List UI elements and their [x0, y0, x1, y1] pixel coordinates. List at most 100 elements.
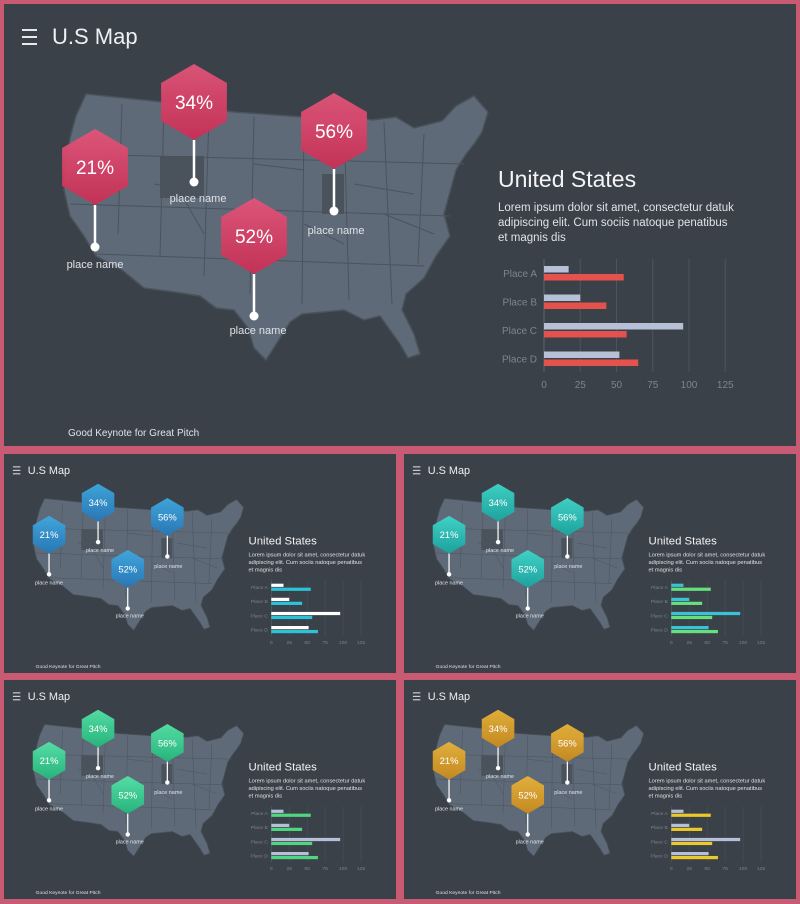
bar-series-a	[544, 294, 581, 301]
map-marker[interactable]: 52% place name	[111, 550, 145, 619]
map-marker[interactable]: 34% place name	[481, 483, 515, 554]
pin-dot	[46, 572, 52, 577]
menu-icon[interactable]	[22, 29, 37, 45]
map-marker[interactable]: 52% place name	[511, 550, 545, 619]
x-tick-label: 75	[647, 380, 659, 391]
map-marker[interactable]: 34% place name	[81, 709, 115, 780]
marker-label: place name	[35, 581, 63, 587]
map-marker[interactable]: 56% place name	[551, 724, 584, 796]
pin-dot	[90, 242, 100, 252]
description-line: et magnis dis	[498, 232, 566, 244]
slide-variant-gold[interactable]: U.S Map 21% place name 34% place name 56% plac…	[404, 680, 796, 899]
marker-value: 21%	[40, 755, 59, 766]
marker-value: 34%	[489, 497, 508, 508]
x-tick-label: 25	[286, 866, 292, 872]
menu-icon[interactable]	[412, 692, 421, 701]
marker-label: place name	[516, 839, 544, 845]
map-marker[interactable]: 52% place name	[511, 776, 545, 845]
description-line: adipiscing elit. Cum sociis natoque pena…	[649, 786, 763, 792]
map-marker[interactable]: 34% place name	[161, 64, 227, 205]
x-tick-label: 125	[357, 866, 365, 872]
bar-series-b	[671, 587, 711, 591]
slide-main[interactable]: U.S Map 21% place name 34% place name 56% plac…	[4, 4, 796, 446]
pin-dot	[329, 206, 339, 216]
marker-value: 56%	[315, 122, 353, 143]
hexagon-badge	[111, 776, 145, 814]
x-tick-label: 100	[739, 866, 747, 872]
map-marker[interactable]: 21% place name	[62, 129, 128, 271]
description-line: Lorem ipsum dolor sit amet, consectetur …	[249, 552, 366, 558]
hexagon-badge	[432, 515, 466, 554]
x-tick-label: 0	[670, 866, 673, 872]
slide-variant-teal[interactable]: U.S Map 21% place name 34% place name 56% plac…	[404, 454, 796, 673]
bar-series-b	[544, 274, 624, 281]
marker-label: place name	[486, 774, 514, 780]
description-line: adipiscing elit. Cum sociis natoque pena…	[498, 217, 728, 229]
map-marker[interactable]: 56% place name	[551, 498, 584, 570]
x-tick-label: 0	[270, 866, 273, 872]
menu-icon[interactable]	[12, 466, 21, 475]
pin-dot	[249, 311, 259, 321]
marker-value: 34%	[89, 723, 108, 734]
map-marker[interactable]: 21% place name	[432, 515, 466, 587]
slide-footer: Good Keynote for Great Pitch	[36, 664, 101, 670]
category-label: Place A	[251, 585, 268, 591]
map-marker[interactable]: 34% place name	[481, 709, 515, 780]
map-marker[interactable]: 21% place name	[32, 515, 66, 587]
bar-series-a	[544, 351, 620, 358]
marker-label: place name	[86, 774, 114, 780]
hexagon-badge	[481, 483, 515, 522]
x-tick-label: 125	[357, 640, 365, 646]
bar-series-b	[271, 813, 311, 817]
hexagon-badge	[551, 724, 584, 762]
category-label: Place D	[251, 853, 269, 859]
slide-footer: Good Keynote for Great Pitch	[436, 890, 501, 896]
slide-variant-green[interactable]: U.S Map 21% place name 34% place name 56% plac…	[4, 680, 396, 899]
map-marker[interactable]: 21% place name	[432, 741, 466, 813]
map-marker[interactable]: 52% place name	[221, 198, 287, 337]
description-line: et magnis dis	[649, 793, 683, 799]
map-marker[interactable]: 56% place name	[301, 93, 367, 237]
map-marker[interactable]: 56% place name	[151, 724, 184, 796]
hexagon-badge	[511, 776, 545, 814]
map-marker[interactable]: 52% place name	[111, 776, 145, 845]
category-label: Place B	[651, 599, 669, 605]
slide-canvas: U.S Map 21% place name 34% place name 56% plac…	[412, 465, 765, 670]
bar-series-b	[671, 827, 703, 831]
hexagon-badge	[481, 709, 515, 748]
category-label: Place B	[651, 825, 669, 831]
bar-series-a	[271, 597, 290, 602]
marker-label: place name	[67, 259, 124, 271]
pin-dot	[525, 606, 530, 611]
category-label: Place D	[651, 627, 669, 633]
description-line: adipiscing elit. Cum sociis natoque pena…	[249, 786, 363, 792]
section-heading: United States	[649, 536, 718, 548]
pin-dot	[165, 554, 170, 559]
x-tick-label: 100	[339, 866, 347, 872]
bar-series-b	[671, 629, 718, 634]
category-label: Place D	[251, 627, 269, 633]
slide-variant-blue[interactable]: U.S Map 21% place name 34% place name 56% plac…	[4, 454, 396, 673]
category-label: Place A	[651, 585, 668, 591]
pin-dot	[525, 832, 530, 837]
menu-icon[interactable]	[12, 692, 21, 701]
x-tick-label: 75	[322, 866, 328, 872]
pin-dot	[165, 780, 170, 785]
menu-icon[interactable]	[412, 466, 421, 475]
bar-series-a	[671, 852, 709, 856]
bar-series-a	[271, 837, 341, 842]
description-line: Lorem ipsum dolor sit amet, consectetur …	[649, 778, 766, 784]
bar-series-a	[271, 823, 290, 828]
bar-series-a	[671, 823, 690, 828]
bar-series-b	[271, 587, 311, 591]
map-marker[interactable]: 21% place name	[32, 741, 66, 813]
x-tick-label: 50	[611, 380, 623, 391]
x-tick-label: 0	[670, 640, 673, 646]
hexagon-badge	[32, 515, 66, 554]
x-tick-label: 25	[686, 866, 692, 872]
map-marker[interactable]: 56% place name	[151, 498, 184, 570]
category-label: Place C	[251, 613, 269, 619]
marker-label: place name	[554, 564, 582, 570]
map-marker[interactable]: 34% place name	[81, 483, 115, 554]
marker-label: place name	[170, 193, 227, 205]
